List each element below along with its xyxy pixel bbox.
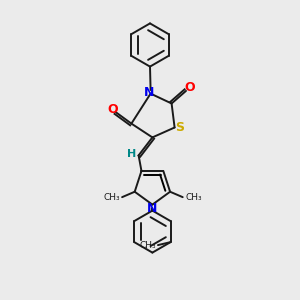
Text: O: O xyxy=(184,81,195,94)
Text: O: O xyxy=(107,103,118,116)
Text: CH₃: CH₃ xyxy=(185,193,202,202)
Text: N: N xyxy=(147,202,158,215)
Text: CH₃: CH₃ xyxy=(103,193,120,202)
Text: CH₃: CH₃ xyxy=(140,241,156,250)
Text: N: N xyxy=(144,85,154,99)
Text: H: H xyxy=(128,149,136,159)
Text: S: S xyxy=(176,121,184,134)
